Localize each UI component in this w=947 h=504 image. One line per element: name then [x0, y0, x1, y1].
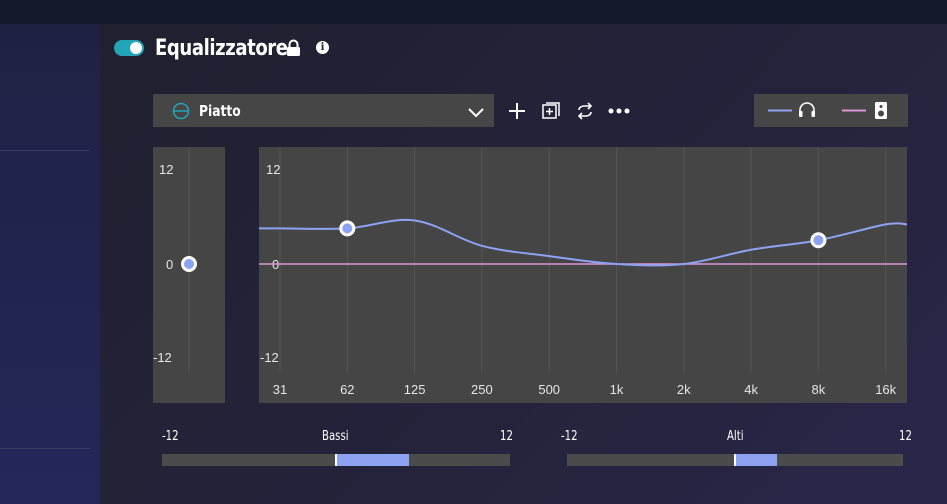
y-tick-label: -12 — [153, 350, 172, 365]
more-icon[interactable] — [607, 100, 630, 122]
treble-min-label: -12 — [561, 429, 578, 444]
y-tick-label: 12 — [266, 162, 280, 177]
x-tick-label: 4k — [744, 382, 758, 397]
bass-min-label: -12 — [162, 429, 179, 444]
x-tick-label: 250 — [471, 382, 493, 397]
bass-slider-thumb[interactable] — [335, 454, 337, 466]
x-tick-label: 500 — [538, 382, 560, 397]
y-tick-label: -12 — [260, 350, 279, 365]
repeat-icon[interactable] — [574, 100, 596, 122]
x-tick-label: 16k — [875, 382, 896, 397]
speaker-icon — [875, 102, 887, 119]
preset-selected-value: Piatto — [199, 102, 241, 120]
x-tick-label: 8k — [812, 382, 826, 397]
treble-label: Alti — [727, 429, 744, 444]
lock-icon[interactable] — [286, 39, 301, 62]
side-panel — [0, 24, 100, 504]
treble-slider[interactable] — [567, 454, 903, 466]
divider — [0, 150, 90, 151]
y-tick-label: 12 — [159, 162, 173, 177]
equalizer-toggle[interactable] — [114, 40, 144, 56]
divider — [0, 448, 90, 449]
preamp-graph: 12 0 -12 — [153, 147, 225, 403]
y-tick-label: 0 — [166, 257, 173, 272]
bass-max-label: 12 — [500, 429, 513, 444]
flat-preset-icon — [172, 102, 190, 125]
plus-icon[interactable] — [506, 100, 528, 122]
bass-label: Bassi — [322, 429, 349, 444]
headphones-icon — [799, 102, 815, 117]
headphones-curve — [258, 218, 908, 267]
treble-max-label: 12 — [899, 429, 912, 444]
treble-slider-fill — [735, 454, 777, 466]
x-tick-label: 125 — [404, 382, 426, 397]
bass-slider[interactable] — [162, 454, 510, 466]
x-tick-label: 62 — [340, 382, 354, 397]
preamp-handle[interactable] — [181, 256, 197, 272]
x-tick-label: 31 — [273, 382, 287, 397]
top-bar — [0, 0, 947, 24]
eq-band-handle[interactable] — [810, 232, 827, 249]
bass-slider-fill — [336, 454, 409, 466]
info-icon[interactable]: i — [316, 41, 329, 54]
x-tick-label: 1k — [610, 382, 624, 397]
eq-band-handle[interactable] — [339, 220, 356, 237]
eq-graph[interactable]: 12 0 -12 31 62 125 250 500 1k 2k 4k 8k 16k — [258, 147, 908, 403]
legend — [754, 94, 908, 127]
add-preset-icon[interactable] — [540, 100, 562, 122]
preset-dropdown[interactable]: Piatto — [153, 94, 494, 127]
x-tick-label: 2k — [677, 382, 691, 397]
toggle-knob — [130, 42, 142, 54]
treble-slider-thumb[interactable] — [734, 454, 736, 466]
chevron-down-icon — [468, 105, 484, 123]
page-title: Equalizzatore — [155, 36, 288, 61]
